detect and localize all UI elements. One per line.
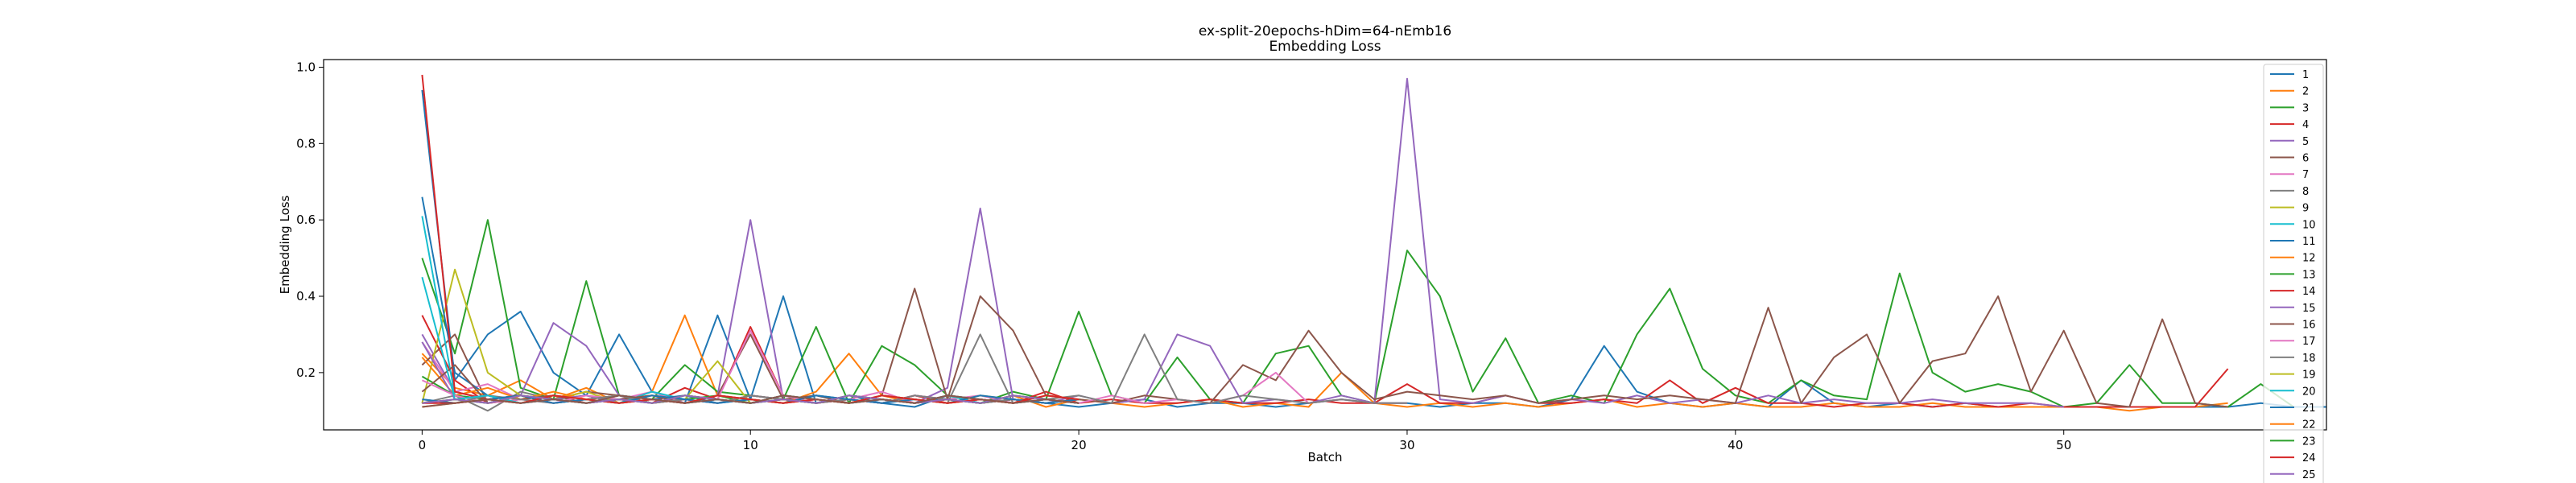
y-tick-label: 0.6 [296, 213, 316, 227]
x-axis-label: Batch [1307, 450, 1342, 464]
chart-title: ex-split-20epochs-hDim=64-nEmb16 [1199, 23, 1451, 39]
legend-label: 4 [2302, 119, 2309, 131]
axis-ticks: 0 10 20 30 40 50 0.2 0.4 0.6 0.8 1.0 [296, 60, 2071, 452]
legend-label: 15 [2302, 303, 2316, 315]
legend-label: 7 [2302, 169, 2309, 181]
legend-label: 10 [2302, 219, 2316, 231]
x-tick-label: 20 [1071, 438, 1087, 452]
series-line-24 [422, 394, 1080, 404]
y-axis-label: Embedding Loss [278, 195, 292, 294]
legend-label: 21 [2302, 402, 2316, 415]
y-tick-label: 1.0 [296, 60, 316, 74]
x-tick-label: 40 [1728, 438, 1743, 452]
legend-label: 8 [2302, 186, 2309, 198]
y-tick-label: 0.2 [296, 365, 316, 380]
legend: 1234567891011121314151617181920212223242… [2263, 64, 2324, 483]
legend-label: 22 [2302, 419, 2316, 431]
legend-label: 13 [2302, 269, 2316, 281]
legend-label: 18 [2302, 353, 2316, 365]
legend-label: 23 [2302, 436, 2316, 448]
series-line-6 [421, 287, 2228, 408]
y-tick-label: 0.8 [296, 136, 316, 151]
legend-label: 25 [2302, 469, 2316, 481]
x-tick-label: 30 [1399, 438, 1414, 452]
legend-label: 12 [2302, 253, 2316, 265]
legend-label: 6 [2302, 153, 2309, 165]
legend-label: 3 [2302, 102, 2309, 114]
chart-subtitle: Embedding Loss [1269, 39, 1381, 55]
y-tick-label: 0.4 [296, 289, 316, 303]
legend-label: 5 [2302, 136, 2309, 148]
series-lines [421, 74, 2326, 412]
legend-label: 2 [2302, 86, 2309, 98]
legend-label: 20 [2302, 386, 2316, 398]
legend-label: 1 [2302, 69, 2309, 81]
plot-frame [323, 59, 2327, 431]
series-line-26 [422, 394, 1080, 408]
legend-label: 14 [2302, 286, 2316, 298]
legend-label: 19 [2302, 369, 2316, 382]
x-tick-label: 10 [743, 438, 758, 452]
x-tick-label: 50 [2056, 438, 2071, 452]
legend-label: 24 [2302, 452, 2316, 464]
legend-label: 11 [2302, 236, 2316, 248]
legend-label: 9 [2302, 203, 2309, 215]
legend-label: 16 [2302, 320, 2316, 332]
x-tick-label: 0 [419, 438, 427, 452]
legend-label: 17 [2302, 336, 2316, 348]
